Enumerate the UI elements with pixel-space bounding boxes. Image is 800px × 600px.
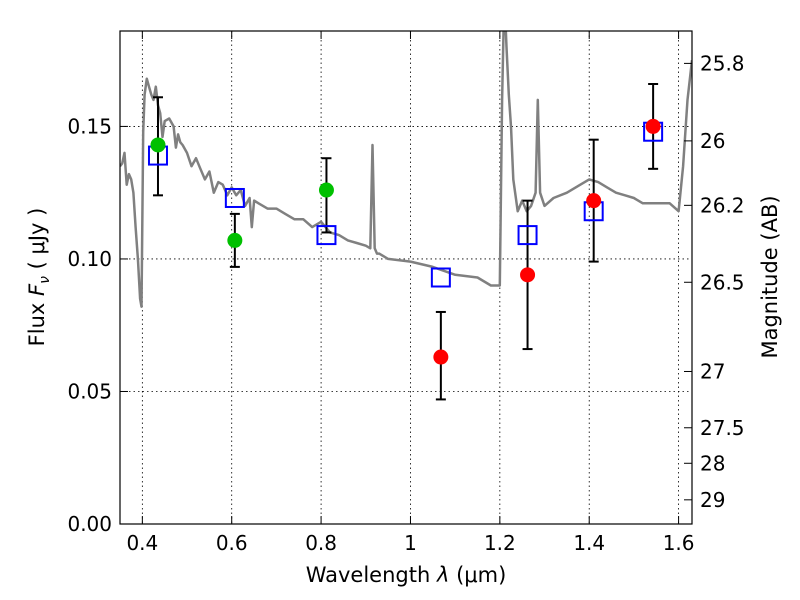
observed-point bbox=[318, 182, 334, 198]
y2-tick-label: 27 bbox=[700, 359, 725, 383]
grid-layer bbox=[120, 31, 692, 524]
x-tick-label: 1.2 bbox=[484, 531, 516, 555]
y-tick-label: 0.00 bbox=[67, 512, 112, 536]
x-tick-label: 1 bbox=[404, 531, 417, 555]
x-axis-ticks: 0.4 0.6 0.8 1 1.2 1.4 1.6 bbox=[126, 31, 695, 555]
y2-tick-label: 27.5 bbox=[700, 416, 745, 440]
y-axis-label-symbol: F bbox=[25, 283, 49, 296]
x-axis-label-symbol: λ bbox=[436, 563, 449, 587]
observed-point bbox=[586, 193, 602, 209]
x-tick-label: 1.6 bbox=[663, 531, 695, 555]
model-band-layer bbox=[147, 121, 664, 288]
x-axis-label-prefix: Wavelength bbox=[306, 563, 437, 587]
y2-tick-label: 28 bbox=[700, 451, 725, 475]
y-tick-label: 0.10 bbox=[67, 247, 112, 271]
model-spectrum-line bbox=[120, 31, 692, 308]
x-tick-label: 0.8 bbox=[305, 531, 337, 555]
y-axis-label: Flux Fν ( μJy ) bbox=[25, 208, 53, 347]
observed-point bbox=[227, 232, 243, 248]
observed-point bbox=[645, 118, 661, 134]
model-band-marker bbox=[430, 267, 451, 288]
observed-point bbox=[150, 137, 166, 153]
y2-axis-ticks: 25.8 26 26.2 26.5 27 27.5 28 29 bbox=[684, 51, 745, 512]
observed-point bbox=[433, 349, 449, 365]
model-band-marker bbox=[316, 225, 337, 246]
y-tick-label: 0.05 bbox=[67, 379, 112, 403]
observed-point bbox=[520, 267, 536, 283]
model-band-marker bbox=[517, 225, 538, 246]
y2-axis-label: Magnitude (AB) bbox=[758, 195, 782, 358]
y2-tick-label: 29 bbox=[700, 488, 725, 512]
y-axis-label-units: ( μJy ) bbox=[25, 208, 49, 276]
y-tick-label: 0.15 bbox=[67, 114, 112, 138]
y-axis-label-subscript: ν bbox=[37, 276, 53, 284]
y2-tick-label: 25.8 bbox=[700, 51, 745, 75]
plot-frame bbox=[119, 30, 693, 525]
model-band-marker bbox=[224, 187, 245, 208]
observed-point-layer bbox=[150, 118, 661, 365]
y2-tick-label: 26.2 bbox=[700, 193, 745, 217]
y-axis-ticks: 0.00 0.05 0.10 0.15 bbox=[67, 114, 128, 536]
spectrum-layer bbox=[120, 31, 692, 308]
x-axis-label-units: (μm) bbox=[449, 563, 506, 587]
y2-tick-label: 26.5 bbox=[700, 270, 745, 294]
x-axis-label: Wavelength λ (μm) bbox=[306, 563, 507, 587]
y2-tick-label: 26 bbox=[700, 129, 725, 153]
y-axis-label-prefix: Flux bbox=[25, 296, 49, 346]
x-tick-label: 0.4 bbox=[126, 531, 158, 555]
x-tick-label: 0.6 bbox=[216, 531, 248, 555]
x-tick-label: 1.4 bbox=[573, 531, 605, 555]
